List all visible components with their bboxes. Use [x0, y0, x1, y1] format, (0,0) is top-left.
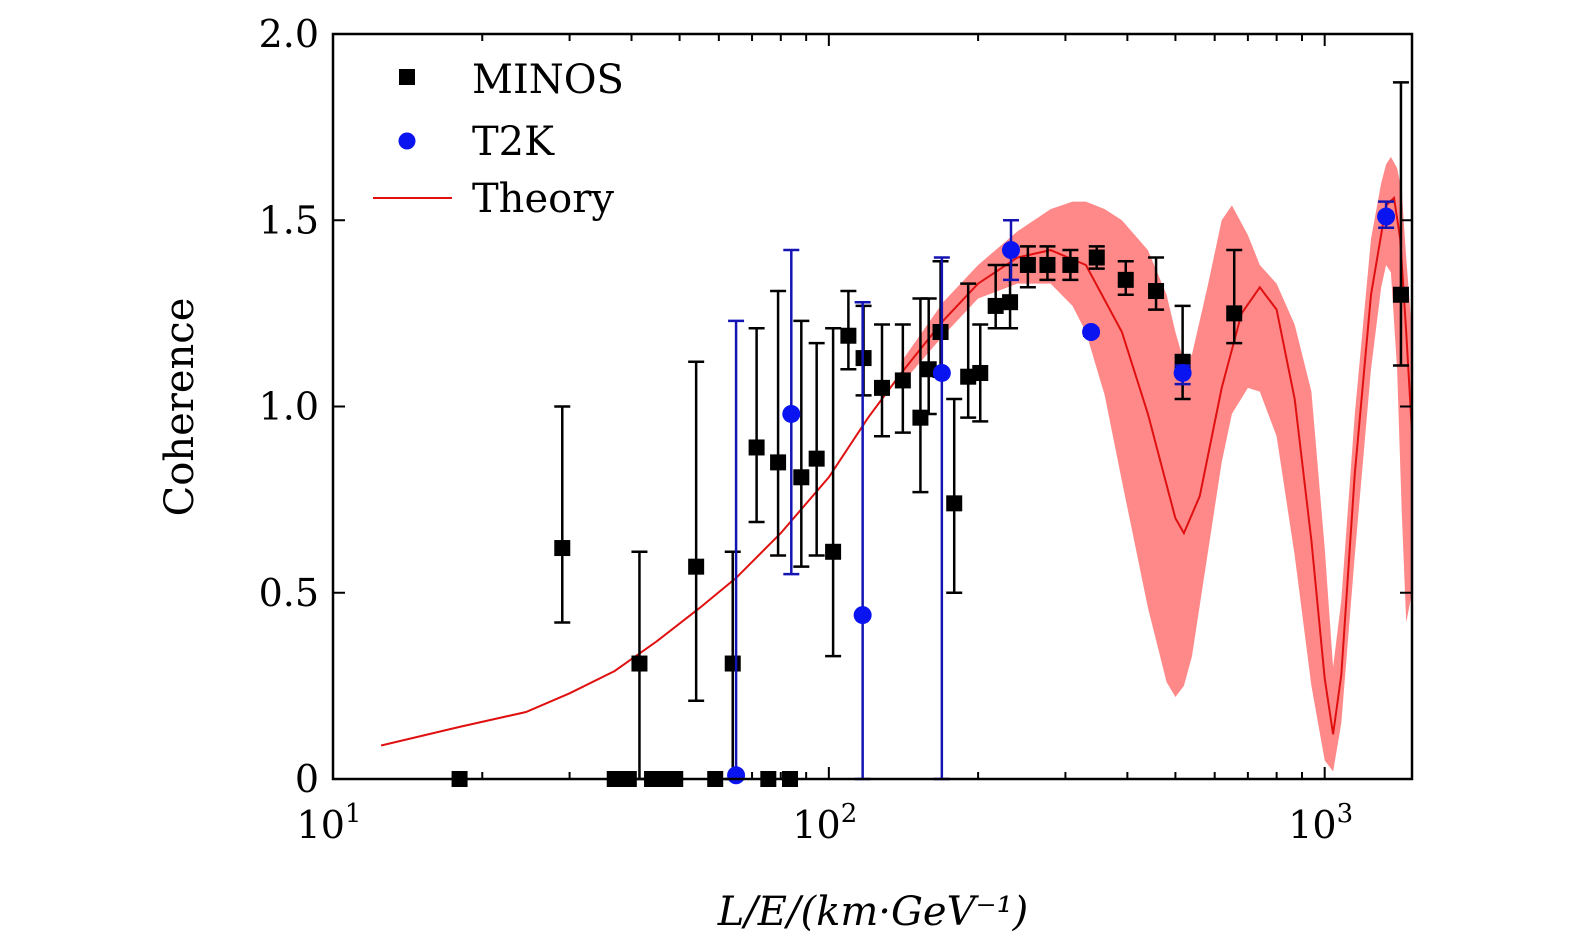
t2k-marker — [1082, 323, 1101, 341]
theory-curve — [380, 195, 1413, 747]
minos-point-33 — [1062, 248, 1079, 282]
minos-point-31 — [1019, 245, 1036, 289]
y-tick-label: 1.0 — [259, 385, 319, 429]
minos-marker — [554, 540, 571, 557]
minos-point-14 — [770, 289, 787, 557]
t2k-series-layer — [727, 200, 1396, 785]
minos-point-24 — [920, 297, 937, 416]
x-tick-label: 101 — [297, 799, 362, 847]
minos-point-9 — [688, 360, 705, 703]
t2k-point-7 — [1173, 363, 1192, 386]
minos-marker — [972, 364, 989, 381]
t2k-point-5 — [1001, 219, 1020, 282]
minos-marker — [1062, 256, 1079, 273]
t2k-point-8 — [1377, 200, 1396, 229]
minos-marker — [1002, 294, 1019, 311]
t2k-point-2 — [782, 248, 801, 576]
minos-marker — [1039, 256, 1056, 273]
axis-ticks-layer: 0 0.5 1.0 1.5 2.0 101 102 103 — [259, 12, 1412, 847]
minos-point-34 — [1088, 245, 1105, 270]
theory-curve-layer — [380, 195, 1413, 747]
minos-point-29 — [987, 263, 1004, 330]
y-tick-label: 2.0 — [259, 12, 319, 56]
minos-point-18 — [825, 327, 842, 658]
minos-marker — [793, 469, 810, 486]
legend: MINOS T2K Theory — [373, 57, 624, 222]
minos-series-layer — [451, 81, 1409, 787]
y-tick-label: 0 — [295, 757, 319, 801]
minos-marker — [724, 655, 741, 672]
minos-marker — [770, 454, 787, 471]
y-tick-label: 0.5 — [259, 571, 319, 615]
minos-marker — [1117, 271, 1134, 288]
legend-label-theory: Theory — [472, 176, 614, 222]
minos-marker — [1019, 256, 1036, 273]
minos-marker — [1392, 286, 1409, 303]
t2k-point-3 — [853, 300, 872, 781]
theory-uncertainty-band — [901, 156, 1412, 772]
t2k-marker — [782, 404, 801, 423]
minos-marker — [946, 495, 963, 512]
minos-marker — [825, 543, 842, 560]
minos-point-17 — [808, 341, 825, 557]
minos-point-26 — [946, 397, 963, 594]
x-axis-label: L/E/(km·GeV⁻¹) — [717, 889, 1028, 935]
minos-marker — [920, 361, 937, 378]
minos-point-12 — [748, 327, 765, 524]
minos-marker — [808, 450, 825, 467]
y-axis-label: Coherence — [157, 298, 203, 517]
minos-point-16 — [793, 319, 810, 568]
minos-marker — [987, 297, 1004, 314]
minos-point-19 — [840, 289, 857, 371]
t2k-marker — [932, 363, 951, 382]
minos-marker — [1148, 283, 1165, 300]
minos-marker — [1088, 249, 1105, 266]
minos-point-2 — [554, 405, 571, 624]
t2k-marker — [727, 766, 746, 785]
minos-point-28 — [972, 323, 989, 423]
minos-marker — [840, 327, 857, 344]
minos-point-39 — [1392, 81, 1409, 367]
t2k-point-6 — [1082, 323, 1101, 341]
x-tick-label: 102 — [792, 799, 857, 847]
t2k-marker — [1001, 241, 1020, 260]
minos-point-21 — [874, 323, 891, 438]
minos-marker — [894, 372, 911, 389]
minos-point-22 — [894, 323, 911, 434]
minos-point-32 — [1039, 245, 1056, 282]
legend-label-t2k: T2K — [472, 119, 555, 165]
minos-point-36 — [1148, 256, 1165, 311]
legend-label-minos: MINOS — [472, 57, 624, 103]
minos-marker — [631, 655, 648, 672]
minos-marker — [932, 324, 949, 340]
minos-marker — [874, 379, 891, 396]
theory-uncertainty-band-layer — [901, 156, 1412, 772]
t2k-marker — [1377, 207, 1396, 226]
minos-marker — [1226, 305, 1243, 322]
y-tick-label: 1.5 — [259, 198, 319, 242]
minos-marker — [748, 439, 765, 456]
legend-marker-minos — [399, 69, 415, 85]
x-tick-label: 103 — [1288, 799, 1353, 847]
minos-point-5 — [631, 550, 648, 781]
t2k-marker — [1173, 363, 1192, 382]
minos-marker — [912, 409, 929, 426]
legend-marker-t2k — [398, 132, 416, 150]
minos-marker — [960, 368, 977, 385]
t2k-marker — [853, 606, 872, 625]
minos-point-38 — [1226, 248, 1243, 345]
minos-point-35 — [1117, 259, 1134, 296]
minos-point-27 — [960, 282, 977, 419]
minos-marker — [688, 558, 705, 575]
